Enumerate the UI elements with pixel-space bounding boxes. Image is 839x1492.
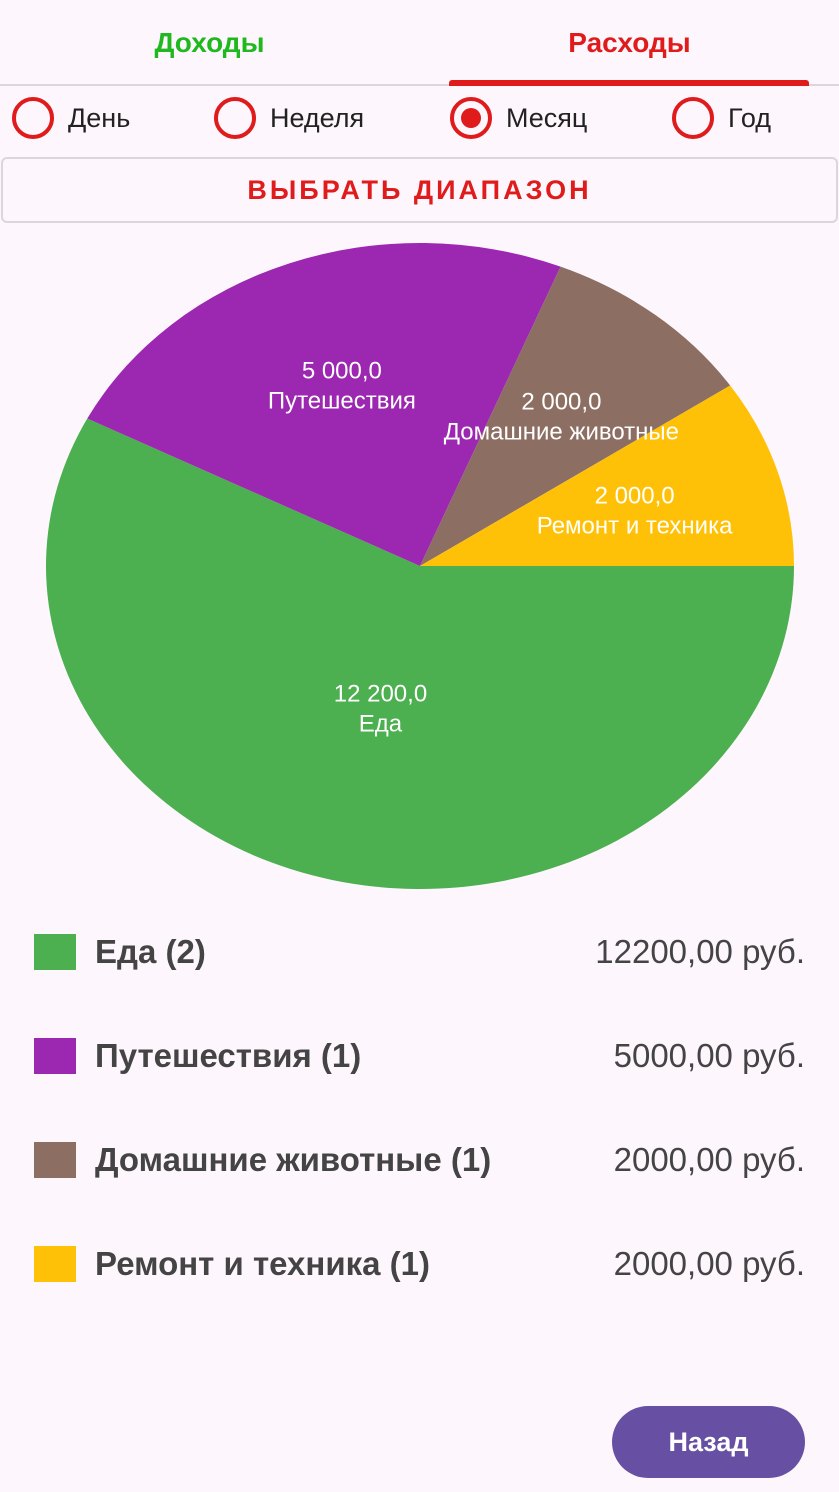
radio-week[interactable]: Неделя — [214, 90, 364, 146]
pie-slice-travel[interactable] — [87, 243, 561, 567]
legend-amount-repair: 2000,00 руб. — [613, 1245, 805, 1282]
pie-category-label-travel: Путешествия — [268, 387, 416, 414]
pie-value-label-food: 12 200,0 — [334, 680, 427, 707]
pie-value-label-repair: 2 000,0 — [595, 482, 675, 509]
pie-category-label-repair: Ремонт и техника — [537, 512, 733, 539]
period-selector: День Неделя Месяц Год — [0, 90, 839, 146]
legend-name-pets: Домашние животные (1) — [95, 1141, 492, 1178]
legend-amount-food: 12200,00 руб. — [595, 933, 805, 970]
legend-item-food[interactable]: Еда (2) 12200,00 руб. — [0, 922, 839, 982]
legend-item-travel[interactable]: Путешествия (1) 5000,00 руб. — [0, 1026, 839, 1086]
radio-day-label: День — [68, 102, 131, 133]
radio-day-circle[interactable] — [12, 97, 54, 139]
radio-day[interactable]: День — [12, 90, 130, 146]
legend-name-travel: Путешествия (1) — [95, 1037, 362, 1074]
legend-amount-travel: 5000,00 руб. — [613, 1037, 805, 1074]
radio-month-circle[interactable] — [450, 97, 492, 139]
pie-slice-food[interactable] — [46, 418, 794, 889]
pie-category-label-pets: Домашние животные — [444, 419, 679, 446]
pie-slice-pets[interactable] — [420, 266, 731, 566]
tab-expense[interactable]: Расходы — [568, 27, 691, 58]
radio-week-label: Неделя — [270, 102, 365, 133]
pie-value-label-travel: 5 000,0 — [302, 357, 382, 384]
legend-amount-pets: 2000,00 руб. — [613, 1141, 805, 1178]
radio-year-circle[interactable] — [672, 97, 714, 139]
legend-item-pets[interactable]: Домашние животные (1) 2000,00 руб. — [0, 1130, 839, 1190]
tab-bar: Доходы Расходы — [0, 0, 839, 86]
legend-swatch-repair — [34, 1246, 76, 1282]
legend-item-repair[interactable]: Ремонт и техника (1) 2000,00 руб. — [0, 1234, 839, 1294]
radio-month-label: Месяц — [506, 102, 588, 133]
expense-pie-chart: 12 200,0 Еда 5 000,0 Путешествия 2 000,0 Дома… — [46, 243, 794, 889]
pie-category-label-food: Еда — [359, 710, 403, 737]
tab-income[interactable]: Доходы — [154, 27, 265, 58]
radio-year[interactable]: Год — [672, 90, 771, 146]
radio-month[interactable]: Месяц — [450, 90, 587, 146]
back-button[interactable]: Назад — [612, 1406, 805, 1478]
legend-name-repair: Ремонт и техника (1) — [95, 1245, 430, 1282]
pie-slice-repair[interactable] — [420, 385, 794, 566]
legend-swatch-pets — [34, 1142, 76, 1178]
active-tab-indicator — [449, 80, 809, 86]
legend-name-food: Еда (2) — [95, 933, 206, 970]
radio-week-circle[interactable] — [214, 97, 256, 139]
legend-swatch-food — [34, 934, 76, 970]
pie-value-label-pets: 2 000,0 — [521, 389, 601, 416]
legend-swatch-travel — [34, 1038, 76, 1074]
select-range-button[interactable]: ВЫБРАТЬ ДИАПАЗОН — [1, 157, 838, 223]
radio-year-label: Год — [728, 102, 771, 133]
